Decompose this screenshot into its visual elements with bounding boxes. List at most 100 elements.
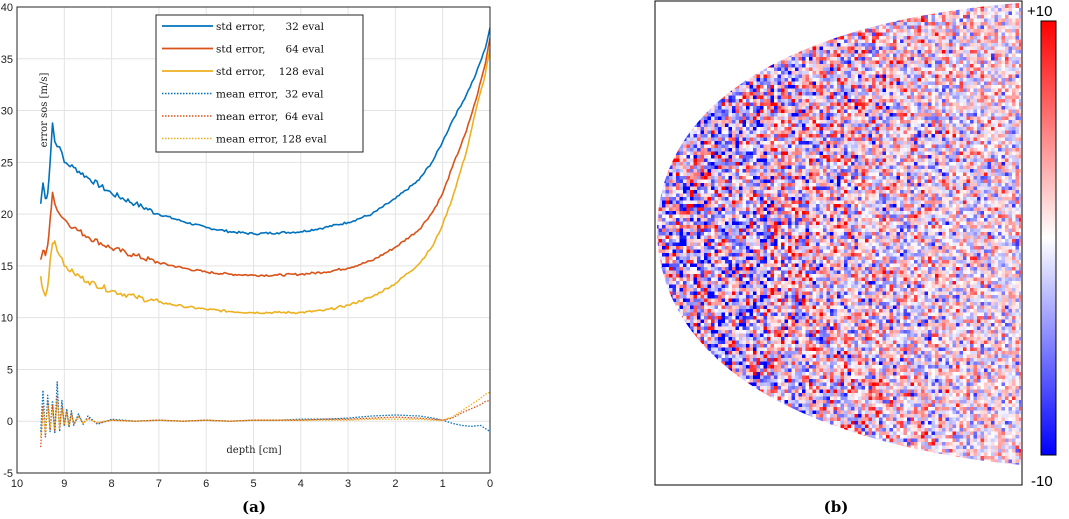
heatmap-cell <box>742 106 747 110</box>
heatmap-cell <box>938 123 943 128</box>
heatmap-cell <box>998 141 1002 145</box>
heatmap-cell <box>833 134 838 138</box>
heatmap-cell <box>977 102 981 107</box>
heatmap-cell <box>1008 109 1013 114</box>
heatmap-cell <box>746 81 750 86</box>
heatmap-cell <box>998 95 1002 100</box>
heatmap-cell <box>847 137 852 142</box>
heatmap-cell <box>749 141 754 145</box>
heatmap-cell <box>1019 85 1021 89</box>
heatmap-cell <box>924 155 929 159</box>
heatmap-cell <box>924 22 929 26</box>
heatmap-cell <box>994 109 999 114</box>
heatmap-cell <box>868 95 873 100</box>
heatmap-cell <box>781 113 785 117</box>
heatmap-cell <box>833 95 838 100</box>
heatmap-cell <box>742 99 747 103</box>
heatmap-cell <box>875 25 880 30</box>
heatmap-cell <box>1001 116 1006 121</box>
heatmap-cell <box>795 162 799 166</box>
heatmap-cell <box>1015 95 1020 100</box>
heatmap-cell <box>826 50 831 54</box>
heatmap-cell <box>924 95 929 100</box>
heatmap-cell <box>893 25 897 30</box>
heatmap-cell <box>1001 158 1006 163</box>
heatmap-cell <box>966 8 971 12</box>
heatmap-cell <box>865 32 869 37</box>
heatmap-cell <box>903 123 908 128</box>
heatmap-cell <box>809 137 813 142</box>
heatmap-cell <box>945 144 950 149</box>
heatmap-cell <box>910 95 915 100</box>
heatmap-cell <box>795 74 799 79</box>
heatmap-cell <box>907 81 911 86</box>
heatmap-cell <box>795 141 799 145</box>
x-axis-label: depth [cm] <box>226 445 281 456</box>
heatmap-cell <box>991 116 995 121</box>
heatmap-cell <box>938 78 943 82</box>
heatmap-cell <box>770 64 775 68</box>
heatmap-cell <box>844 43 848 47</box>
heatmap-cell <box>816 134 820 138</box>
heatmap-cell <box>686 137 691 142</box>
heatmap-cell <box>816 85 820 89</box>
heatmap-cell <box>739 148 743 152</box>
heatmap-cell <box>1015 15 1020 19</box>
heatmap-cell <box>756 78 761 82</box>
heatmap-cell <box>910 60 915 65</box>
heatmap-cell <box>886 130 890 135</box>
heatmap-cell <box>1012 144 1016 149</box>
heatmap-cell <box>966 151 971 156</box>
heatmap-cell <box>998 74 1002 79</box>
heatmap-cell <box>711 151 715 156</box>
heatmap-cell <box>788 123 792 128</box>
heatmap-cell <box>949 88 953 93</box>
heatmap-cell <box>861 74 866 79</box>
heatmap-cell <box>676 162 680 166</box>
heatmap-cell <box>991 120 995 124</box>
heatmap-cell <box>949 127 953 131</box>
x-tick-label: 2 <box>392 478 398 490</box>
heatmap-cell <box>935 158 939 163</box>
heatmap-cell <box>924 137 929 142</box>
heatmap-cell <box>802 127 806 131</box>
heatmap-cell <box>889 102 894 107</box>
heatmap-cell <box>805 71 810 75</box>
heatmap-cell <box>893 88 897 93</box>
heatmap-cell <box>903 64 908 68</box>
heatmap-cell <box>774 64 778 68</box>
heatmap-cell <box>858 92 862 96</box>
heatmap-cell <box>1005 29 1009 33</box>
heatmap-cell <box>798 137 803 142</box>
heatmap-cell <box>889 106 894 110</box>
heatmap-cell <box>1015 11 1020 16</box>
heatmap-cell <box>973 123 978 128</box>
heatmap-cell <box>854 109 859 114</box>
heatmap-cell <box>697 127 701 131</box>
heatmap-cell <box>875 141 880 145</box>
heatmap-cell <box>889 64 894 68</box>
heatmap-cell <box>896 22 901 26</box>
heatmap-cell <box>959 102 964 107</box>
heatmap-cell <box>770 151 775 156</box>
heatmap-cell <box>963 88 967 93</box>
heatmap-cell <box>900 22 904 26</box>
heatmap-cell <box>980 8 985 12</box>
heatmap-cell <box>921 36 925 40</box>
heatmap-cell <box>973 60 978 65</box>
heatmap-cell <box>903 74 908 79</box>
heatmap-cell <box>900 99 904 103</box>
heatmap-cell <box>879 64 883 68</box>
heatmap-cell <box>952 81 957 86</box>
heatmap-cell <box>991 123 995 128</box>
heatmap-cell <box>980 53 985 58</box>
heatmap-cell <box>896 50 901 54</box>
heatmap-cell <box>924 130 929 135</box>
heatmap-cell <box>861 29 866 33</box>
heatmap-cell <box>802 57 806 61</box>
heatmap-cell <box>854 88 859 93</box>
series-line-2 <box>39 37 490 278</box>
heatmap-cell <box>1008 50 1013 54</box>
heatmap-cell <box>931 85 936 89</box>
heatmap-cell <box>819 162 824 166</box>
